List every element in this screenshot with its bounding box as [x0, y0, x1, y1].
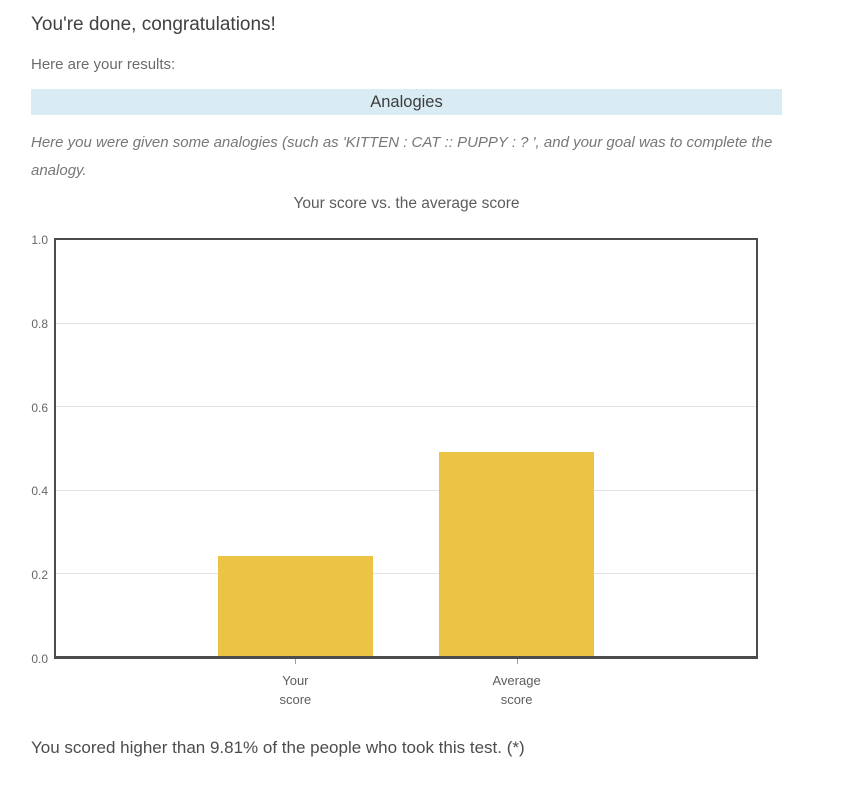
x-tick-mark: [295, 659, 297, 664]
section-header-label: Analogies: [370, 93, 443, 111]
gridline: [56, 572, 756, 574]
score-note: You scored higher than 9.81% of the peop…: [31, 738, 525, 757]
gridline: [56, 406, 756, 408]
x-axis-label-your-score: Your score: [279, 673, 312, 707]
y-tick-label: 0.8: [31, 316, 48, 331]
y-tick-label: 0.6: [31, 400, 48, 415]
results-intro-text: Here are your results:: [31, 56, 176, 73]
section-description: Here you were given some analogies (such…: [31, 134, 773, 179]
y-tick-label: 1.0: [31, 233, 48, 247]
gridline: [56, 489, 756, 491]
gridline: [56, 323, 756, 325]
x-tick-mark: [516, 659, 518, 664]
section-header-analogies: Analogies: [31, 89, 782, 115]
bar-average-score: [439, 452, 595, 656]
bar-your-score: [217, 556, 373, 656]
chart-title: Your score vs. the average score: [293, 195, 520, 212]
page-title: You're done, congratulations!: [31, 14, 276, 35]
chart-plot-area: [54, 238, 758, 659]
y-tick-label: 0.4: [31, 484, 48, 499]
y-tick-label: 0.2: [31, 568, 48, 583]
y-tick-label: 0.0: [31, 652, 48, 666]
x-axis-label-average-score: Average score: [492, 673, 541, 707]
